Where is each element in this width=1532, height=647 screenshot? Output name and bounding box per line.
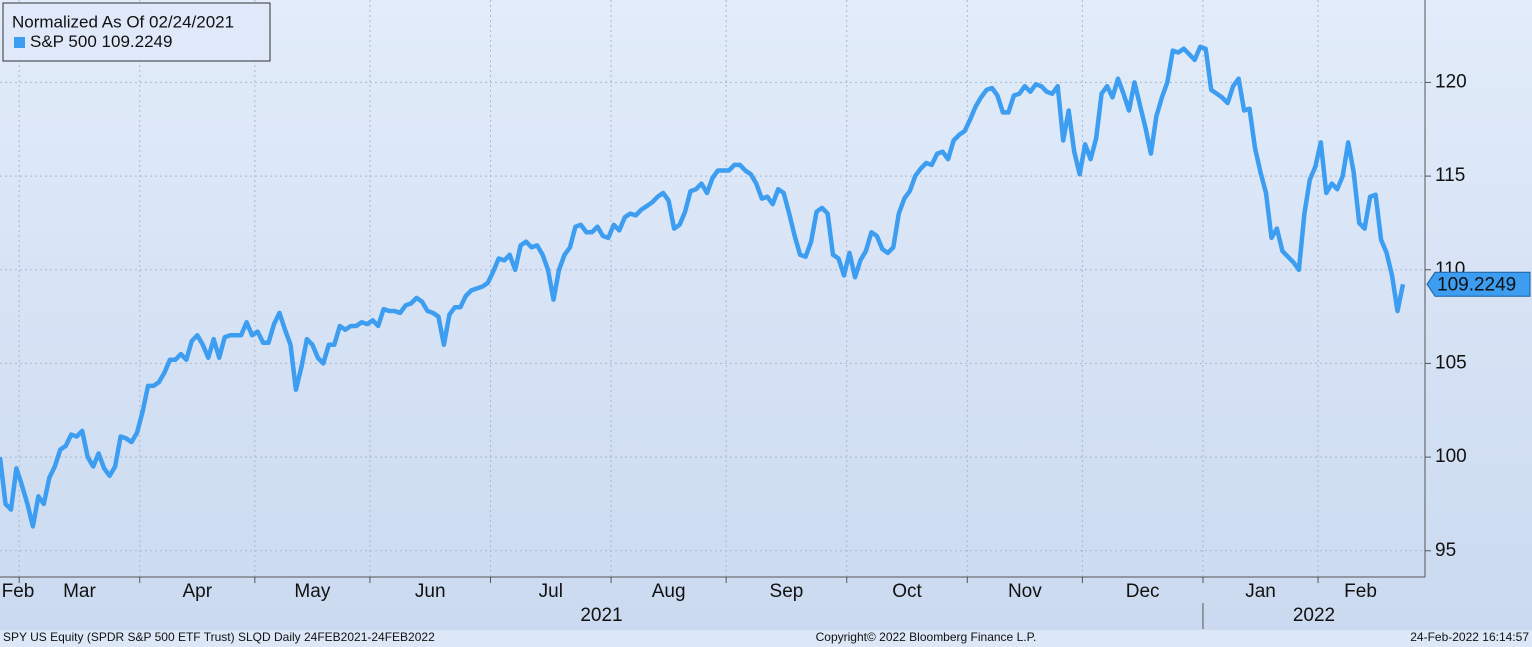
plot xyxy=(0,44,1406,529)
last-price-label: 109.2249 xyxy=(1437,274,1516,295)
x-tick-label: May xyxy=(294,581,330,602)
x-tick-label: Feb xyxy=(2,581,35,602)
y-tick-label: 115 xyxy=(1435,165,1465,186)
x-tick-label: Nov xyxy=(1008,581,1042,602)
x-tick-label: Feb xyxy=(1344,581,1377,602)
x-tick-label: Dec xyxy=(1126,581,1160,602)
x-tick-label: Mar xyxy=(63,581,96,602)
y-tick-label: 95 xyxy=(1435,540,1456,561)
year-label: 2022 xyxy=(1293,605,1335,626)
y-tick-label: 120 xyxy=(1435,71,1467,92)
x-tick-label: Aug xyxy=(652,581,686,602)
x-tick-label: Jun xyxy=(415,581,446,602)
x-tick-label: Sep xyxy=(770,581,804,602)
x-tick-label: Jan xyxy=(1245,581,1276,602)
year-label: 2021 xyxy=(580,605,622,626)
legend-entry: S&P 500 109.2249 xyxy=(30,32,172,51)
legend-value: 109.2249 xyxy=(102,32,173,51)
footer-left: SPY US Equity (SPDR S&P 500 ETF Trust) S… xyxy=(3,630,435,644)
footer-bg xyxy=(0,630,1532,647)
legend-title: Normalized As Of 02/24/2021 xyxy=(12,12,234,31)
last-price-tag xyxy=(1426,271,1531,297)
price-line xyxy=(0,44,1406,529)
legend-name: S&P 500 xyxy=(30,32,97,51)
y-tick-label: 100 xyxy=(1435,446,1467,467)
footer-center: Copyright© 2022 Bloomberg Finance L.P. xyxy=(816,630,1037,644)
legend-swatch xyxy=(14,37,25,48)
x-tick-label: Oct xyxy=(892,581,922,602)
y-tick-label: 105 xyxy=(1435,352,1467,373)
x-tick-label: Apr xyxy=(183,581,213,602)
footer-right: 24-Feb-2022 16:14:57 xyxy=(1410,630,1529,644)
background xyxy=(0,0,1532,630)
legend: Normalized As Of 02/24/2021 S&P 500 109.… xyxy=(2,2,271,62)
x-tick-label: Jul xyxy=(539,581,563,602)
legend-box xyxy=(2,2,271,62)
